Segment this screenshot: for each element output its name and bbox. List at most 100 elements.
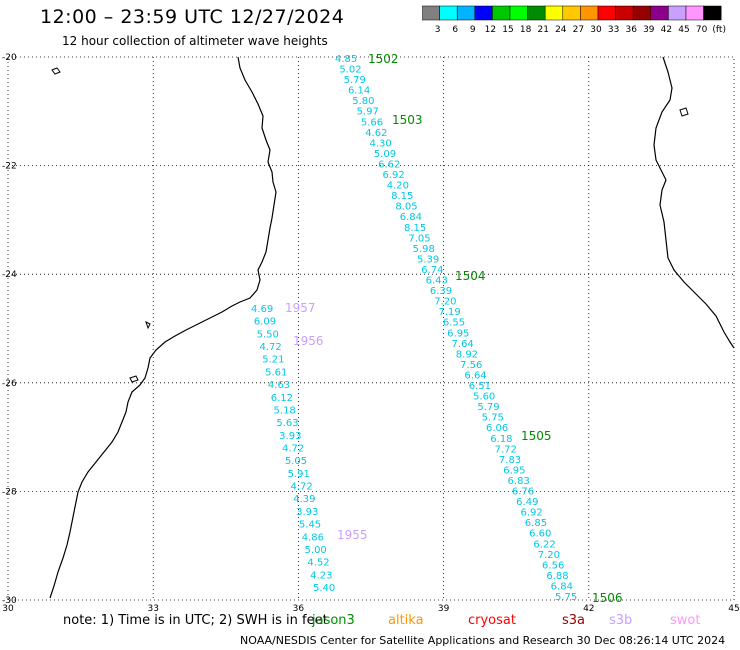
colorbar-swatch — [703, 5, 722, 21]
swh-value-label: 7.56 — [460, 360, 482, 371]
swh-value-label: 5.98 — [413, 244, 435, 255]
swh-value-label: 5.66 — [361, 117, 383, 128]
latitude-tick-label: -30 — [2, 596, 17, 606]
pass-number-label: 1955 — [337, 528, 368, 542]
swh-value-label: 6.84 — [400, 212, 422, 223]
pass-number-label: 1502 — [368, 52, 399, 66]
swh-value-label: 4.39 — [293, 494, 315, 505]
longitude-tick-label: 42 — [583, 604, 594, 612]
swh-value-label: 5.39 — [417, 254, 439, 265]
mozambique-coastline — [49, 56, 277, 599]
longitude-tick-label: 33 — [147, 604, 158, 612]
swh-value-label: 4.63 — [268, 380, 290, 391]
swh-value-label: 4.62 — [365, 128, 387, 139]
swh-value-label: 4.20 — [387, 181, 409, 192]
colorbar-label: 24 — [555, 25, 567, 35]
madagascar-coastline — [653, 56, 735, 349]
colorbar-label: 36 — [625, 25, 637, 35]
swh-value-label: 5.63 — [276, 418, 298, 429]
swh-value-label: 5.05 — [285, 456, 307, 467]
longitude-tick-label: 36 — [293, 604, 305, 612]
swh-value-label: 5.75 — [555, 592, 577, 603]
swh-value-label: 5.45 — [299, 520, 321, 531]
latitude-tick-label: -24 — [2, 270, 17, 280]
swh-value-label: 3.93 — [279, 431, 301, 442]
island — [679, 107, 689, 117]
swh-value-label: 5.60 — [473, 392, 495, 403]
swh-value-label: 8.05 — [395, 202, 417, 213]
swh-value-label: 5.40 — [313, 583, 335, 594]
colorbar-label: 18 — [520, 25, 532, 35]
swh-value-label: 4.23 — [310, 570, 332, 581]
satellite-legend-jason3: jason3 — [312, 613, 355, 628]
swh-value-label: 6.22 — [533, 539, 555, 550]
latitude-tick-label: -26 — [2, 379, 17, 389]
longitude-tick-label: 39 — [438, 604, 450, 612]
swh-value-label: 8.15 — [391, 191, 413, 202]
swh-value-label: 6.14 — [348, 86, 370, 97]
colorbar-label: 70 — [696, 25, 708, 35]
colorbar-label: 30 — [590, 25, 602, 35]
swh-value-label: 6.92 — [520, 508, 542, 519]
colorbar-label: 33 — [608, 25, 619, 35]
swh-value-label: 4.52 — [307, 558, 329, 569]
island — [51, 67, 61, 75]
swh-value-label: 5.91 — [288, 469, 310, 480]
swh-value-label: 6.39 — [430, 286, 452, 297]
swh-value-label: 4.72 — [290, 482, 312, 493]
swh-value-label: 4.72 — [259, 342, 281, 353]
swh-value-label: 5.50 — [257, 329, 279, 340]
swh-value-label: 6.55 — [443, 318, 465, 329]
swh-value-label: 7.64 — [451, 339, 473, 350]
colorbar-label: 12 — [485, 25, 496, 35]
swh-value-label: 6.83 — [508, 476, 530, 487]
credit-line: NOAA/NESDIS Center for Satellite Applica… — [240, 634, 726, 647]
swh-value-label: 5.79 — [344, 75, 366, 86]
swh-value-label: 6.88 — [546, 571, 568, 582]
swh-value-label: 6.95 — [503, 465, 525, 476]
swh-value-label: 7.20 — [538, 550, 560, 561]
colorbar-label: 39 — [643, 25, 655, 35]
colorbar-label: (ft) — [712, 25, 726, 35]
swh-value-label: 7.72 — [495, 444, 517, 455]
colorbar-label: 9 — [470, 25, 476, 35]
colorbar-label: 3 — [435, 25, 441, 35]
swh-value-label: 5.80 — [352, 96, 374, 107]
swh-value-label: 6.92 — [382, 170, 404, 181]
swh-value-label: 3.93 — [296, 507, 318, 518]
swh-value-label: 5.61 — [265, 367, 287, 378]
colorbar-label: 42 — [661, 25, 672, 35]
pass-number-label: 1956 — [293, 334, 324, 348]
swh-value-label: 7.19 — [439, 307, 461, 318]
swh-value-label: 4.69 — [251, 304, 273, 315]
swh-value-label: 5.79 — [477, 402, 499, 413]
colorbar-label: 15 — [502, 25, 513, 35]
satellite-legend-swot: swot — [670, 613, 701, 628]
swh-value-label: 6.12 — [271, 393, 293, 404]
swh-value-label: 5.21 — [262, 355, 284, 366]
longitude-tick-label: 30 — [2, 604, 14, 612]
latitude-tick-label: -22 — [2, 162, 17, 172]
latitude-tick-label: -20 — [2, 53, 17, 63]
swh-value-label: 6.06 — [486, 423, 508, 434]
satellite-legend-s3a: s3a — [562, 613, 586, 628]
pass-number-label: 1957 — [285, 301, 316, 315]
island — [129, 375, 139, 383]
swh-value-label: 6.76 — [512, 487, 534, 498]
swh-value-label: 6.18 — [490, 434, 512, 445]
pass-number-label: 1505 — [521, 429, 552, 443]
longitude-tick-label: 45 — [728, 604, 739, 612]
colorbar-label: 21 — [537, 25, 548, 35]
map-frame — [7, 56, 735, 601]
colorbar-label: 45 — [678, 25, 689, 35]
swh-value-label: 6.56 — [542, 560, 564, 571]
satellite-legend-s3b: s3b — [609, 613, 633, 628]
swh-value-label: 6.49 — [516, 497, 538, 508]
swh-value-label: 4.86 — [302, 532, 324, 543]
swh-value-label: 4.85 — [335, 54, 357, 65]
swh-value-label: 6.95 — [447, 328, 469, 339]
satellite-legend-altika: altika — [388, 613, 424, 628]
swh-value-label: 6.64 — [464, 370, 486, 381]
pass-number-label: 1504 — [455, 269, 486, 283]
swh-value-label: 5.09 — [374, 149, 396, 160]
